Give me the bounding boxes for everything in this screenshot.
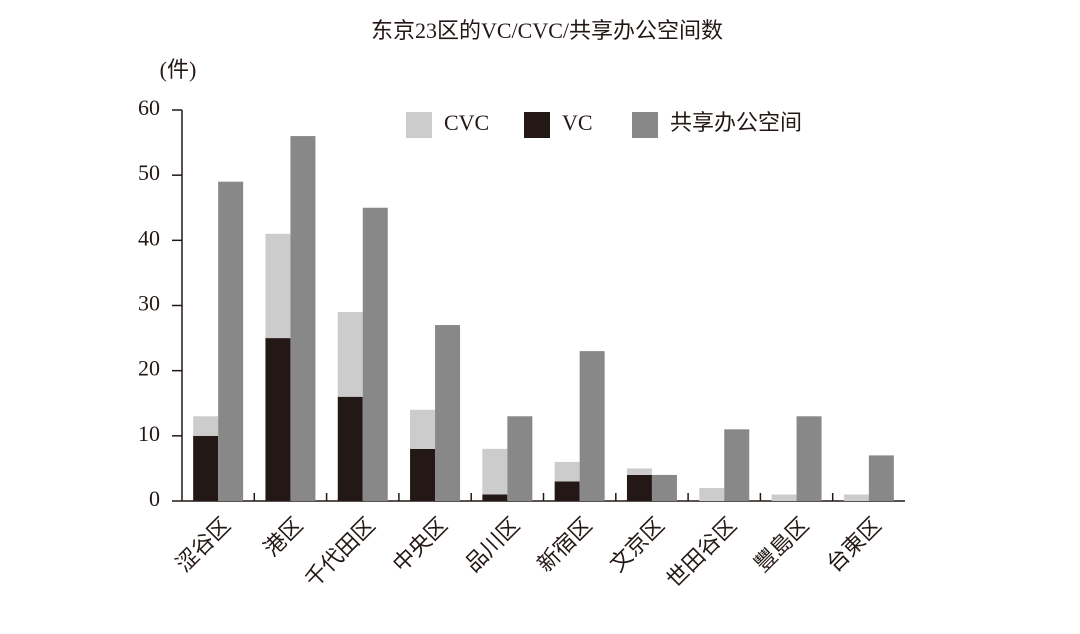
legend-swatch (632, 112, 658, 138)
bar (579, 351, 605, 501)
bar (796, 416, 822, 501)
x-tick-label: 豐島区 (749, 512, 813, 576)
bar (265, 338, 291, 501)
legend-label: VC (562, 110, 593, 135)
bar (265, 233, 291, 339)
bar (771, 494, 797, 501)
bar (362, 207, 388, 501)
bar (626, 468, 652, 475)
bar (290, 136, 316, 502)
x-tick-label: 中央区 (388, 512, 452, 576)
x-tick-label: 文京区 (605, 512, 669, 576)
bar (482, 448, 508, 495)
y-tick-label: 20 (138, 356, 160, 381)
bar (868, 455, 894, 501)
bar (507, 416, 533, 501)
legend-swatch (524, 112, 550, 138)
x-tick-label: 品川区 (460, 512, 524, 576)
y-tick-label: 30 (138, 291, 160, 316)
x-tick-label: 台東区 (822, 512, 886, 576)
x-tick-label: 世田谷区 (661, 512, 741, 592)
chart-title: 东京23区的VC/CVC/共享办公空间数 (371, 18, 723, 43)
bar (651, 474, 677, 501)
legend-swatch (406, 112, 432, 138)
bar (337, 312, 363, 397)
bar (554, 461, 580, 482)
legend-label: 共享办公空间 (670, 110, 802, 135)
legend-label: CVC (444, 110, 489, 135)
y-tick-label: 60 (138, 95, 160, 120)
bar (193, 435, 219, 501)
bar (724, 429, 750, 501)
bar (626, 474, 652, 501)
bar (193, 416, 219, 436)
bar (410, 448, 436, 501)
bar (410, 409, 436, 449)
x-tick-label: 港区 (259, 512, 308, 561)
bar (482, 494, 508, 501)
bar (843, 494, 869, 501)
x-tick-label: 千代田区 (300, 512, 380, 592)
bar (699, 487, 725, 501)
x-tick-label: 涩谷区 (171, 512, 235, 576)
bar (337, 396, 363, 501)
y-tick-label: 0 (149, 486, 160, 511)
y-tick-label: 10 (138, 421, 160, 446)
y-tick-label: 50 (138, 160, 160, 185)
bar (218, 181, 244, 501)
x-tick-label: 新宿区 (532, 512, 596, 576)
bar (435, 325, 461, 501)
y-axis-label: (件) (160, 57, 197, 82)
bar (554, 481, 580, 501)
y-tick-label: 40 (138, 225, 160, 250)
